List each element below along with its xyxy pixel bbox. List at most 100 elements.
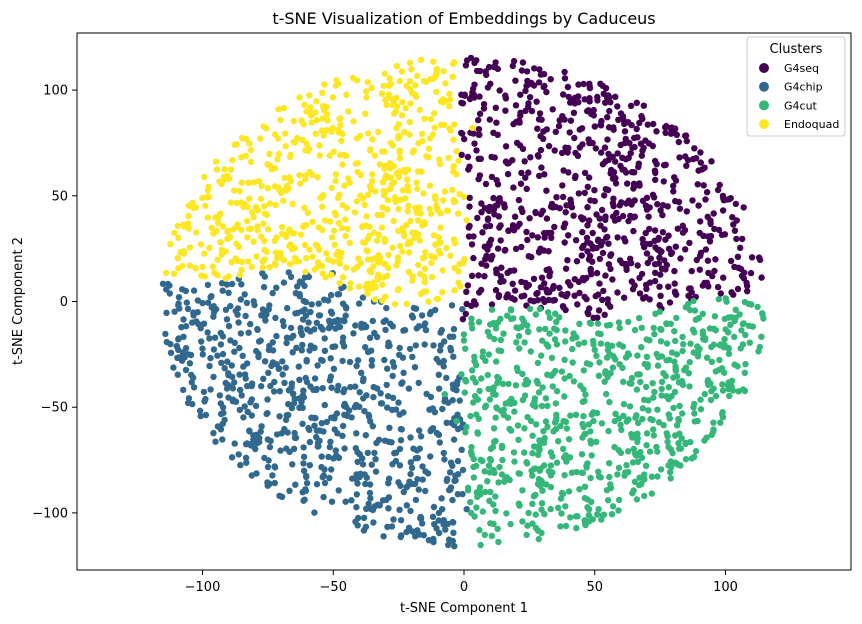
point-g4seq <box>556 205 563 212</box>
point-g4seq <box>461 135 468 143</box>
point-endoquad <box>185 225 192 232</box>
point-endoquad <box>301 222 308 229</box>
point-g4cut <box>634 438 641 446</box>
point-endoquad <box>201 273 208 280</box>
point-endoquad <box>364 235 372 243</box>
point-g4seq <box>590 112 597 119</box>
point-g4cut <box>511 458 518 465</box>
point-g4cut <box>682 304 689 311</box>
point-g4chip <box>258 383 265 390</box>
point-endoquad <box>248 209 256 216</box>
point-endoquad <box>233 240 240 247</box>
point-g4chip <box>361 407 368 415</box>
point-endoquad <box>316 246 323 253</box>
point-g4cut <box>490 425 498 432</box>
point-g4cut <box>538 402 546 410</box>
point-g4cut <box>485 462 493 469</box>
point-endoquad <box>406 77 414 85</box>
point-endoquad <box>395 121 402 128</box>
point-g4seq <box>575 81 582 88</box>
point-g4chip <box>426 310 434 318</box>
point-g4seq <box>564 83 572 91</box>
point-g4seq <box>551 296 558 304</box>
point-g4chip <box>327 355 334 362</box>
point-g4cut <box>490 501 497 508</box>
point-g4cut <box>529 450 536 457</box>
point-g4seq <box>638 112 645 120</box>
point-g4cut <box>538 352 545 359</box>
point-g4cut <box>476 484 484 491</box>
point-g4seq <box>538 274 546 281</box>
point-g4cut <box>569 345 576 353</box>
point-g4chip <box>207 293 214 301</box>
point-g4cut <box>496 463 503 471</box>
point-endoquad <box>228 259 235 266</box>
point-g4chip <box>283 445 290 452</box>
point-g4seq <box>697 149 704 156</box>
point-g4cut <box>606 351 613 358</box>
point-g4seq <box>561 292 568 299</box>
point-g4seq <box>593 211 600 218</box>
point-g4chip <box>311 509 318 516</box>
point-g4chip <box>453 387 460 394</box>
point-g4cut <box>616 341 623 348</box>
point-g4cut <box>596 359 603 366</box>
point-g4cut <box>529 500 536 507</box>
point-g4chip <box>326 443 333 451</box>
point-endoquad <box>350 118 357 125</box>
point-g4cut <box>625 468 632 476</box>
point-endoquad <box>389 142 397 149</box>
point-endoquad <box>227 199 234 206</box>
point-endoquad <box>381 238 389 245</box>
point-g4chip <box>176 305 183 312</box>
point-g4seq <box>720 274 727 281</box>
point-g4chip <box>300 453 308 460</box>
point-g4cut <box>510 315 517 322</box>
point-g4chip <box>255 338 263 345</box>
point-endoquad <box>320 132 327 139</box>
point-g4chip <box>320 428 327 435</box>
point-endoquad <box>275 150 283 158</box>
point-g4chip <box>335 454 343 461</box>
point-g4seq <box>580 80 587 88</box>
point-g4seq <box>691 145 698 152</box>
point-g4cut <box>670 404 677 412</box>
point-g4chip <box>355 300 363 307</box>
point-g4cut <box>663 340 671 347</box>
point-g4seq <box>553 194 560 201</box>
point-g4chip <box>319 357 326 364</box>
point-g4chip <box>399 379 406 386</box>
point-g4cut <box>567 514 574 521</box>
point-endoquad <box>451 121 458 128</box>
series-g4seq <box>458 54 765 323</box>
point-g4seq <box>675 138 682 146</box>
point-endoquad <box>328 184 335 191</box>
point-endoquad <box>362 88 370 95</box>
point-g4cut <box>585 421 593 428</box>
point-g4cut <box>708 431 715 439</box>
point-endoquad <box>300 120 307 128</box>
point-g4seq <box>487 204 495 211</box>
point-g4chip <box>231 440 238 447</box>
point-endoquad <box>326 218 334 225</box>
point-g4chip <box>210 346 218 353</box>
point-g4seq <box>525 103 532 110</box>
point-g4chip <box>445 541 452 549</box>
point-g4seq <box>630 227 637 235</box>
point-g4seq <box>617 162 624 170</box>
point-g4chip <box>437 347 444 354</box>
point-g4seq <box>699 282 706 289</box>
point-g4chip <box>450 436 458 443</box>
point-g4chip <box>372 468 380 475</box>
point-g4seq <box>657 207 664 214</box>
point-g4cut <box>726 392 733 400</box>
point-g4cut <box>468 315 475 322</box>
point-g4seq <box>581 96 588 103</box>
point-g4cut <box>649 416 656 424</box>
point-g4chip <box>440 449 447 457</box>
point-endoquad <box>453 171 460 178</box>
point-endoquad <box>244 234 251 241</box>
point-g4cut <box>497 407 505 415</box>
point-g4seq <box>486 241 493 249</box>
